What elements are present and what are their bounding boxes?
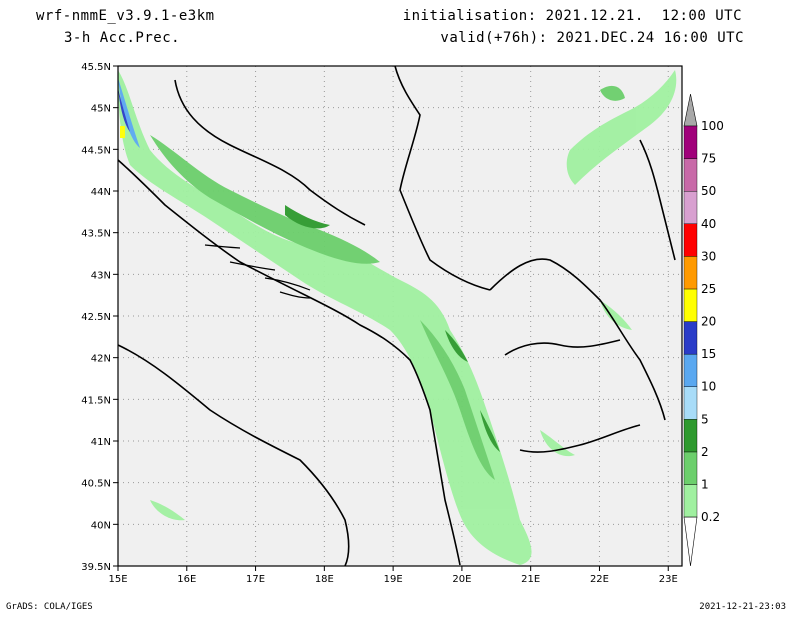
lat-tick-label: 42N bbox=[91, 354, 111, 365]
lon-tick-label: 16E bbox=[177, 574, 196, 585]
colorbar-label: 30 bbox=[701, 249, 716, 263]
colorbar-label: 1 bbox=[701, 478, 709, 492]
colorbar-swatch bbox=[683, 256, 698, 290]
colorbar-label: 5 bbox=[701, 412, 709, 426]
colorbar-swatch bbox=[683, 321, 698, 355]
lon-tick-label: 15E bbox=[108, 574, 127, 585]
colorbar-label: 20 bbox=[701, 315, 716, 329]
init-time: initialisation: 2021.12.21. 12:00 UTC bbox=[402, 8, 742, 24]
colorbar-swatch bbox=[683, 223, 698, 257]
coastlines-borders bbox=[117, 65, 676, 567]
lat-tick-label: 41.5N bbox=[81, 395, 111, 406]
colorbar-label: 15 bbox=[701, 347, 716, 361]
grads-credit: GrADS: COLA/IGES bbox=[6, 602, 93, 612]
lon-tick-label: 21E bbox=[521, 574, 540, 585]
lon-tick-label: 19E bbox=[384, 574, 403, 585]
colorbar-label: 0.2 bbox=[701, 510, 720, 524]
islands bbox=[204, 244, 311, 299]
lat-tick-label: 43N bbox=[91, 270, 111, 281]
lat-tick-label: 45N bbox=[91, 104, 111, 115]
lat-tick-label: 44N bbox=[91, 187, 111, 198]
colorbar-swatch bbox=[683, 419, 698, 453]
colorbar-swatch bbox=[683, 190, 698, 224]
colorbar-label: 10 bbox=[701, 380, 716, 394]
lon-tick-label: 22E bbox=[590, 574, 609, 585]
valid-time: valid(+76h): 2021.DEC.24 16:00 UTC bbox=[440, 30, 744, 46]
colorbar-label: 75 bbox=[701, 152, 716, 166]
colorbar-tail bbox=[683, 516, 698, 567]
colorbar-label: 40 bbox=[701, 217, 716, 231]
colorbar-swatch bbox=[683, 484, 698, 518]
lat-tick-label: 39.5N bbox=[81, 562, 111, 573]
lon-tick-label: 20E bbox=[452, 574, 471, 585]
colorbar-label: 100 bbox=[701, 119, 724, 133]
model-title: wrf-nmmE_v3.9.1-e3km bbox=[36, 8, 215, 24]
lon-tick-label: 23E bbox=[659, 574, 678, 585]
colorbar-swatch bbox=[683, 158, 698, 192]
colorbar-swatch bbox=[683, 386, 698, 420]
colorbar-label: 2 bbox=[701, 445, 709, 459]
lat-tick-label: 40N bbox=[91, 520, 111, 531]
lat-tick-label: 44.5N bbox=[81, 145, 111, 156]
lat-tick-label: 45.5N bbox=[81, 62, 111, 73]
colorbar-label: 25 bbox=[701, 282, 716, 296]
precip-field bbox=[118, 70, 677, 565]
colorbar-swatch bbox=[683, 288, 698, 322]
colorbar-label: 50 bbox=[701, 184, 716, 198]
colorbar-swatch bbox=[683, 353, 698, 387]
colorbar-swatch bbox=[683, 451, 698, 485]
lat-tick-label: 43.5N bbox=[81, 229, 111, 240]
lat-tick-label: 42.5N bbox=[81, 312, 111, 323]
field-title: 3-h Acc.Prec. bbox=[64, 30, 181, 46]
lat-tick-label: 41N bbox=[91, 437, 111, 448]
lon-tick-label: 17E bbox=[246, 574, 265, 585]
lon-tick-label: 18E bbox=[315, 574, 334, 585]
colorbar-swatch bbox=[683, 125, 698, 159]
latitude-ticks: 45.5N 45N 44.5N 44N 43.5N 43N 42.5N 42N 41.5N 41N… bbox=[81, 62, 118, 573]
lat-tick-label: 40.5N bbox=[81, 479, 111, 490]
colorbar-arrow bbox=[683, 93, 698, 127]
render-timestamp: 2021-12-21-23:03 bbox=[699, 602, 786, 612]
longitude-ticks: 15E 16E 17E 18E 19E 20E 21E 22E 23E bbox=[108, 566, 678, 585]
